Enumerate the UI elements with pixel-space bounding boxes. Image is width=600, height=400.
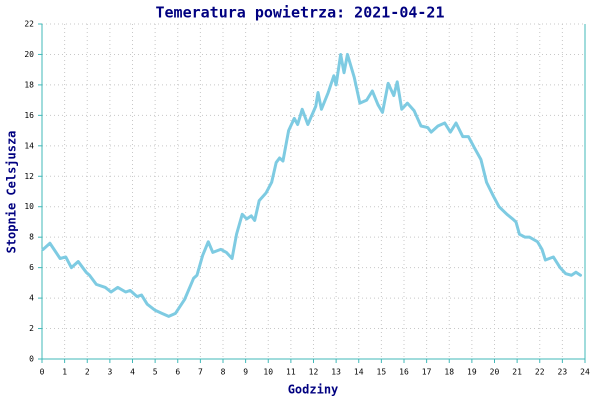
- x-tick-label: 17: [422, 368, 432, 377]
- y-tick-label: 22: [24, 20, 34, 29]
- x-tick-label: 12: [309, 368, 319, 377]
- x-tick-label: 0: [40, 368, 45, 377]
- x-tick-label: 24: [580, 368, 590, 377]
- x-tick-label: 15: [377, 368, 387, 377]
- y-tick-label: 2: [29, 324, 34, 333]
- y-tick-label: 20: [24, 50, 34, 59]
- x-tick-label: 5: [153, 368, 158, 377]
- x-tick-label: 7: [198, 368, 203, 377]
- chart-title: Temeratura powietrza: 2021-04-21: [156, 4, 445, 22]
- y-axis-label: Stopnie Celsjusza: [5, 131, 19, 254]
- x-tick-label: 3: [107, 368, 112, 377]
- x-tick-label: 2: [85, 368, 90, 377]
- data-line: [41, 52, 582, 318]
- y-tick-label: 12: [24, 172, 34, 181]
- x-tick-label: 14: [354, 368, 364, 377]
- x-tick-label: 1: [62, 368, 67, 377]
- y-tick-label: 0: [29, 355, 34, 364]
- y-tick-label: 8: [29, 233, 34, 242]
- x-axis-label: Godziny: [288, 383, 339, 397]
- x-tick-label: 4: [130, 368, 135, 377]
- y-tick-label: 18: [24, 80, 34, 89]
- x-tick-label: 11: [286, 368, 296, 377]
- x-tick-label: 9: [243, 368, 248, 377]
- x-tick-label: 21: [512, 368, 522, 377]
- y-tick-label: 10: [24, 202, 34, 211]
- x-tick-label: 10: [263, 368, 273, 377]
- x-tick-label: 22: [535, 368, 545, 377]
- x-tick-label: 16: [399, 368, 409, 377]
- y-tick-label: 6: [29, 263, 34, 272]
- x-tick-label: 20: [490, 368, 500, 377]
- x-tick-label: 13: [331, 368, 341, 377]
- x-tick-label: 18: [444, 368, 454, 377]
- x-tick-label: 8: [221, 368, 226, 377]
- x-tick-label: 23: [558, 368, 568, 377]
- y-tick-label: 16: [24, 111, 34, 120]
- x-tick-label: 19: [467, 368, 477, 377]
- y-tick-label: 14: [24, 141, 34, 150]
- x-tick-label: 6: [175, 368, 180, 377]
- y-tick-label: 4: [29, 294, 34, 303]
